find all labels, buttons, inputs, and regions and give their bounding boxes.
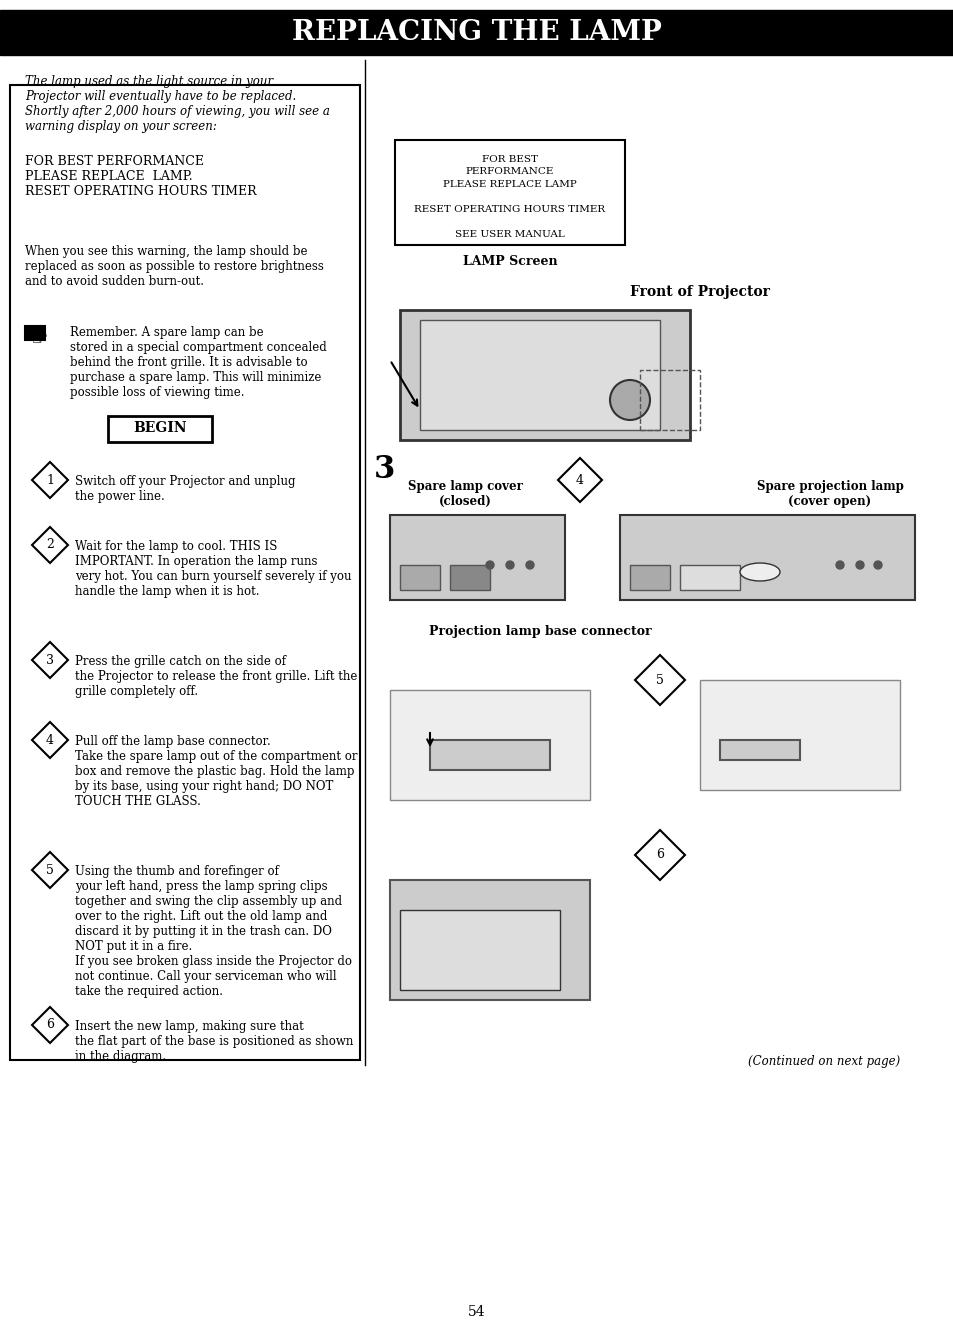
Text: 54: 54 — [468, 1304, 485, 1319]
Text: Remember. A spare lamp can be
stored in a special compartment concealed
behind t: Remember. A spare lamp can be stored in … — [70, 326, 327, 399]
Text: When you see this warning, the lamp should be
replaced as soon as possible to re: When you see this warning, the lamp shou… — [25, 245, 323, 287]
Polygon shape — [32, 462, 68, 498]
Circle shape — [609, 379, 649, 421]
Circle shape — [855, 560, 863, 568]
Bar — [720, 740, 800, 760]
Text: Spare projection lamp
(cover open): Spare projection lamp (cover open) — [756, 480, 902, 508]
Polygon shape — [32, 852, 68, 888]
Text: FOR BEST PERFORMANCE
PLEASE REPLACE  LAMP.
RESET OPERATING HOURS TIMER: FOR BEST PERFORMANCE PLEASE REPLACE LAMP… — [25, 154, 256, 198]
Circle shape — [835, 560, 843, 568]
Polygon shape — [32, 1008, 68, 1044]
Circle shape — [505, 560, 514, 568]
Bar — [390, 689, 589, 800]
Text: 1: 1 — [46, 474, 54, 487]
Text: 3: 3 — [46, 654, 54, 667]
Text: 5: 5 — [46, 864, 54, 877]
Text: LAMP Screen: LAMP Screen — [462, 256, 557, 268]
Polygon shape — [32, 721, 68, 757]
Circle shape — [525, 560, 534, 568]
Text: 3: 3 — [374, 454, 395, 486]
Bar — [10, 85, 359, 1059]
Text: 6: 6 — [46, 1018, 54, 1032]
Bar — [679, 564, 740, 590]
Bar — [450, 564, 490, 590]
Text: (Continued on next page): (Continued on next page) — [747, 1055, 899, 1067]
Bar — [399, 564, 439, 590]
FancyBboxPatch shape — [108, 417, 212, 442]
Polygon shape — [635, 655, 684, 705]
Text: Pull off the lamp base connector.
Take the spare lamp out of the compartment or
: Pull off the lamp base connector. Take t… — [75, 735, 357, 808]
Text: Spare lamp cover
(closed): Spare lamp cover (closed) — [407, 480, 522, 508]
Bar — [700, 680, 899, 791]
Ellipse shape — [740, 563, 780, 582]
Bar — [639, 370, 700, 430]
Bar — [629, 564, 669, 590]
Polygon shape — [635, 831, 684, 880]
Text: 4: 4 — [46, 733, 54, 747]
Bar — [619, 515, 914, 600]
Text: Press the grille catch on the side of
the Projector to release the front grille.: Press the grille catch on the side of th… — [75, 655, 357, 697]
Bar — [399, 910, 559, 990]
Text: Front of Projector: Front of Projector — [629, 285, 769, 299]
Text: FOR BEST
PERFORMANCE
PLEASE REPLACE LAMP

RESET OPERATING HOURS TIMER

SEE USER : FOR BEST PERFORMANCE PLEASE REPLACE LAMP… — [414, 154, 605, 240]
Text: Switch off your Projector and unplug
the power line.: Switch off your Projector and unplug the… — [75, 475, 295, 503]
Text: 4: 4 — [576, 474, 583, 487]
Text: BEGIN: BEGIN — [133, 421, 187, 435]
Bar — [395, 140, 624, 245]
Circle shape — [873, 560, 882, 568]
Bar — [390, 515, 564, 600]
Text: Using the thumb and forefinger of
your left hand, press the lamp spring clips
to: Using the thumb and forefinger of your l… — [75, 865, 352, 998]
Text: ☞: ☞ — [30, 330, 48, 349]
Bar — [419, 319, 659, 430]
Text: Wait for the lamp to cool. THIS IS
IMPORTANT. In operation the lamp runs
very ho: Wait for the lamp to cool. THIS IS IMPOR… — [75, 540, 351, 598]
Bar — [25, 326, 45, 339]
Text: 5: 5 — [656, 673, 663, 687]
Bar — [399, 310, 689, 441]
Bar — [0, 11, 953, 55]
Text: The lamp used as the light source in your
Projector will eventually have to be r: The lamp used as the light source in you… — [25, 75, 330, 133]
Polygon shape — [558, 458, 601, 502]
Bar — [430, 740, 550, 771]
Polygon shape — [32, 642, 68, 677]
Polygon shape — [32, 527, 68, 563]
Text: REPLACING THE LAMP: REPLACING THE LAMP — [292, 19, 661, 45]
Circle shape — [485, 560, 494, 568]
Bar — [390, 880, 589, 1000]
Text: 6: 6 — [656, 848, 663, 861]
Text: Projection lamp base connector: Projection lamp base connector — [428, 626, 651, 638]
Text: Insert the new lamp, making sure that
the flat part of the base is positioned as: Insert the new lamp, making sure that th… — [75, 1020, 353, 1063]
Text: 2: 2 — [46, 539, 54, 551]
